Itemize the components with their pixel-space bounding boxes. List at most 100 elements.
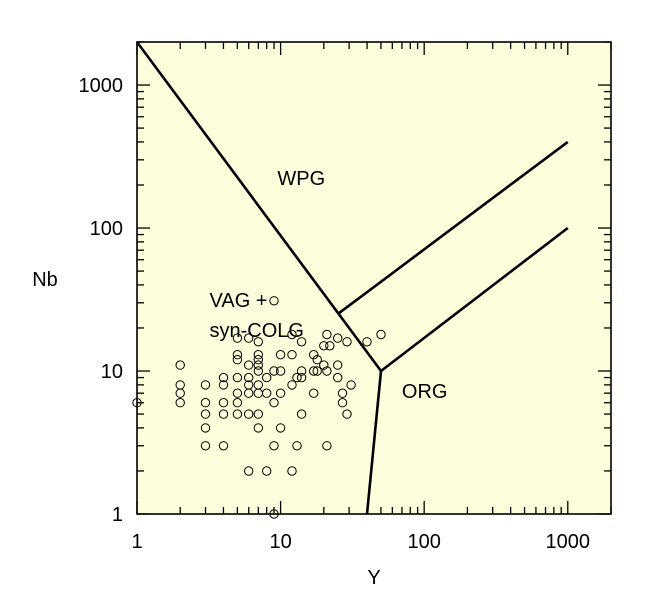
data-point [253,360,263,370]
data-point [269,296,279,306]
y-tick-label: 100 [90,218,123,240]
boundary-line [380,226,569,373]
data-point [244,360,254,370]
data-point [253,409,263,419]
data-point [200,398,211,408]
boundary-line [365,370,383,515]
data-point [333,360,343,370]
data-point [218,441,229,451]
data-point [244,333,254,343]
region-label: WPG [277,168,325,190]
data-points [132,296,386,519]
data-point [296,409,307,419]
data-point [218,372,229,383]
data-point [292,372,302,383]
data-point [275,366,286,376]
data-point [312,366,322,376]
data-point [244,372,254,383]
y-tick-label: 1 [112,504,123,526]
data-point [333,333,343,343]
data-point [275,350,286,360]
boundary-line [135,41,383,372]
data-point [275,388,286,398]
x-tick-label: 10 [269,531,291,553]
data-point [232,388,243,398]
data-point [322,366,332,376]
data-point [244,409,254,419]
data-point [342,337,352,347]
data-point [232,355,243,365]
data-point [296,372,307,383]
data-point [309,366,319,376]
x-tick-label: 1 [131,531,142,553]
data-point [244,388,254,398]
data-point [232,333,243,343]
data-point [244,466,254,476]
data-point [232,398,243,408]
region-label: ORG [402,381,448,403]
data-point [337,398,348,408]
data-point [200,441,211,451]
data-point [287,350,297,360]
data-point [269,398,279,408]
data-point [262,372,272,383]
y-axis-title: Nb [32,269,58,291]
region-label: VAG + [210,290,268,312]
data-point [287,329,297,340]
data-point [269,441,279,451]
data-point [346,380,356,390]
data-point [296,337,307,347]
data-point [312,355,322,365]
data-point [333,372,343,383]
data-point [253,423,263,433]
data-point [287,466,297,476]
data-point [262,466,272,476]
data-point [376,329,386,340]
data-point [175,388,185,398]
data-point [232,372,243,383]
boundary-lines [135,41,569,515]
data-point [200,423,211,433]
data-point [322,441,332,451]
data-point [322,329,332,340]
data-point [319,341,329,351]
axis-ticks [136,41,612,515]
data-point [325,341,335,351]
data-point [175,398,185,408]
region-label: syn-COLG [210,320,304,342]
data-point [262,388,272,398]
data-point [337,388,348,398]
data-point [218,409,229,419]
data-point [253,366,263,376]
region-labels: WPG VAG + syn-COLG ORG [210,168,448,403]
data-point [232,350,243,360]
data-point [309,388,319,398]
data-point [232,409,243,419]
data-point [309,350,319,360]
y-tick-label: 10 [101,361,123,383]
data-point [362,337,372,347]
x-tick-label: 100 [408,531,441,553]
data-point [275,423,286,433]
data-point [253,355,263,365]
data-point [200,380,211,390]
data-point [218,380,229,390]
plot-frame [136,41,612,515]
data-point [253,350,263,360]
boundary-line [336,140,569,316]
x-axis-title: Y [367,567,380,589]
data-point [269,366,279,376]
y-tick-label: 1000 [79,75,124,97]
x-tick-label: 1000 [546,531,591,553]
data-point [319,360,329,370]
data-point [175,360,185,370]
data-point [253,337,263,347]
tick-labels: 1 10 100 1000 1 10 100 1000 [79,75,591,553]
data-point [218,398,229,408]
data-point [342,409,352,419]
data-point [292,441,302,451]
data-point [296,366,307,376]
data-point [200,409,211,419]
data-point [287,380,297,390]
